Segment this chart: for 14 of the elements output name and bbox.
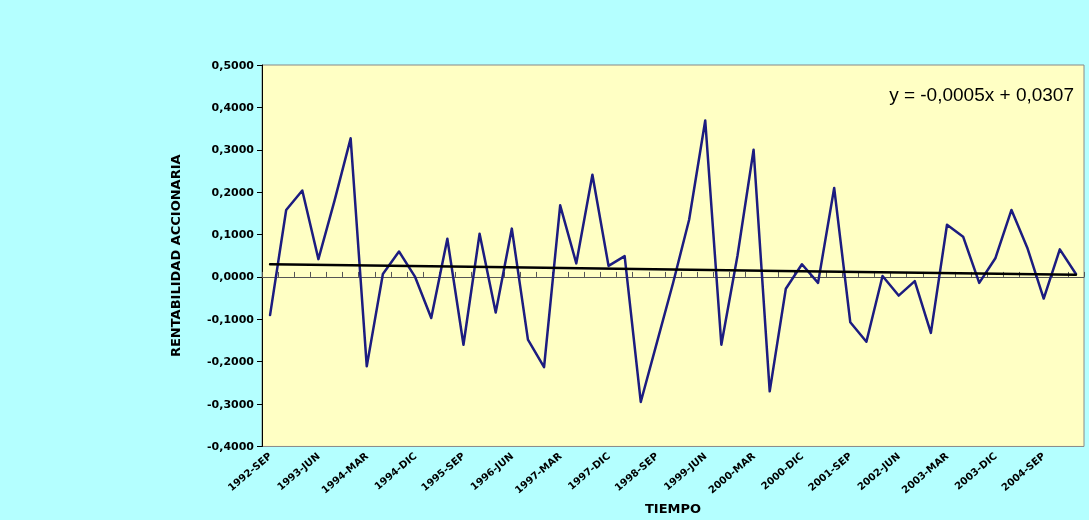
y-tick-label: 0,4000 bbox=[211, 100, 255, 114]
y-tick-label: -0,3000 bbox=[206, 397, 255, 411]
y-tick-label: -0,4000 bbox=[206, 439, 255, 453]
y-axis-title: RENTABILIDAD ACCIONARIA bbox=[168, 154, 183, 358]
y-tick-label: 0,5000 bbox=[211, 58, 255, 72]
y-tick-label: 0,0000 bbox=[211, 270, 255, 284]
y-tick-label: 0,1000 bbox=[211, 228, 255, 242]
line-series bbox=[268, 119, 1078, 404]
x-axis-title: TIEMPO bbox=[644, 501, 702, 516]
y-tick-label: -0,1000 bbox=[206, 312, 255, 326]
y-tick-label: 0,3000 bbox=[211, 143, 255, 157]
y-tick-label: 0,2000 bbox=[211, 185, 255, 199]
y-tick-label: -0,2000 bbox=[206, 355, 255, 369]
annotation: y = -0,0005x + 0,0307 bbox=[889, 84, 1075, 105]
